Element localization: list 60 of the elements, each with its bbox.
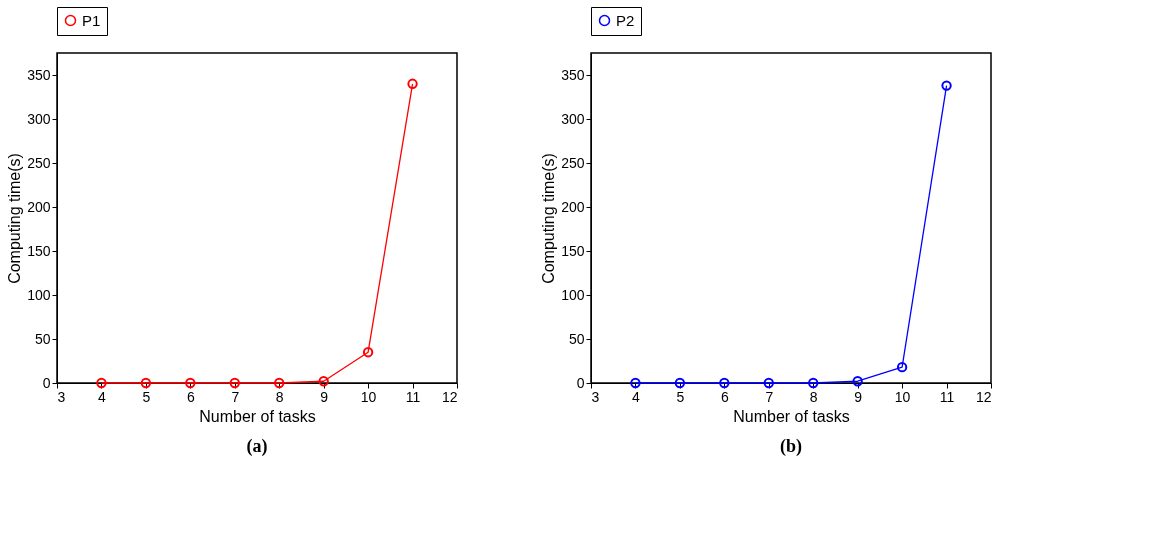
point [407,78,418,89]
x-tick-label: 3 [57,388,66,405]
y-tick-label: 0 [576,374,585,391]
y-tick-label: 50 [568,330,585,347]
x-tick-label: 9 [854,388,863,405]
point [362,347,374,358]
y-tick-label: 250 [561,154,585,171]
x-tick-label: 6 [186,388,195,405]
y-tick-label: 150 [27,242,51,259]
text: (a) [246,436,268,457]
x-tick-label: 12 [441,388,458,405]
point [274,377,285,389]
x-tick-label: 11 [405,388,421,405]
x-tick-label: 9 [320,388,329,405]
x-tick-label: 7 [765,388,774,405]
x-axis-title: Number of tasks [733,407,850,425]
x-axis-title: Number of tasks [199,407,316,425]
y-tick-label: 350 [561,66,585,83]
y-tick-label: 250 [27,154,51,171]
text: (b) [780,436,802,457]
point [808,377,819,389]
point [229,377,240,389]
x-tick-label: 5 [676,388,685,405]
x-tick-label: 12 [975,388,992,405]
y-tick-label: 300 [27,110,51,127]
y-tick-label: 200 [561,198,585,215]
point [852,376,863,387]
y-tick-label: 350 [27,66,51,83]
y-axis-title: Computing time(s) [540,153,558,284]
x-tick-label: 10 [360,388,377,405]
y-tick-label: 200 [27,198,51,215]
x-tick-label: 8 [809,388,818,405]
x-tick-label: 10 [894,388,911,405]
point [318,376,329,387]
y-tick-label: 0 [42,374,51,391]
x-tick-label: 11 [939,388,955,405]
point [674,377,686,389]
y-tick-label: 150 [561,242,585,259]
point [140,377,152,389]
legend-label: P1 [82,11,101,29]
legend-label: P2 [616,11,635,29]
y-axis-title: Computing time(s) [6,153,24,284]
point [941,80,952,91]
y-tick-label: 100 [27,286,51,303]
x-tick-label: 6 [720,388,729,405]
point [630,377,641,389]
x-tick-label: 3 [591,388,600,405]
x-tick-label: 4 [632,388,641,405]
point [896,361,908,373]
x-tick-label: 5 [142,388,151,405]
point [185,377,196,389]
y-tick-label: 300 [561,110,585,127]
y-tick-label: 100 [561,286,585,303]
point [719,377,730,389]
x-tick-label: 8 [275,388,284,405]
x-tick-label: 7 [231,388,240,405]
y-tick-label: 50 [34,330,51,347]
x-tick-label: 4 [98,388,107,405]
point [763,377,774,389]
point [96,377,107,389]
